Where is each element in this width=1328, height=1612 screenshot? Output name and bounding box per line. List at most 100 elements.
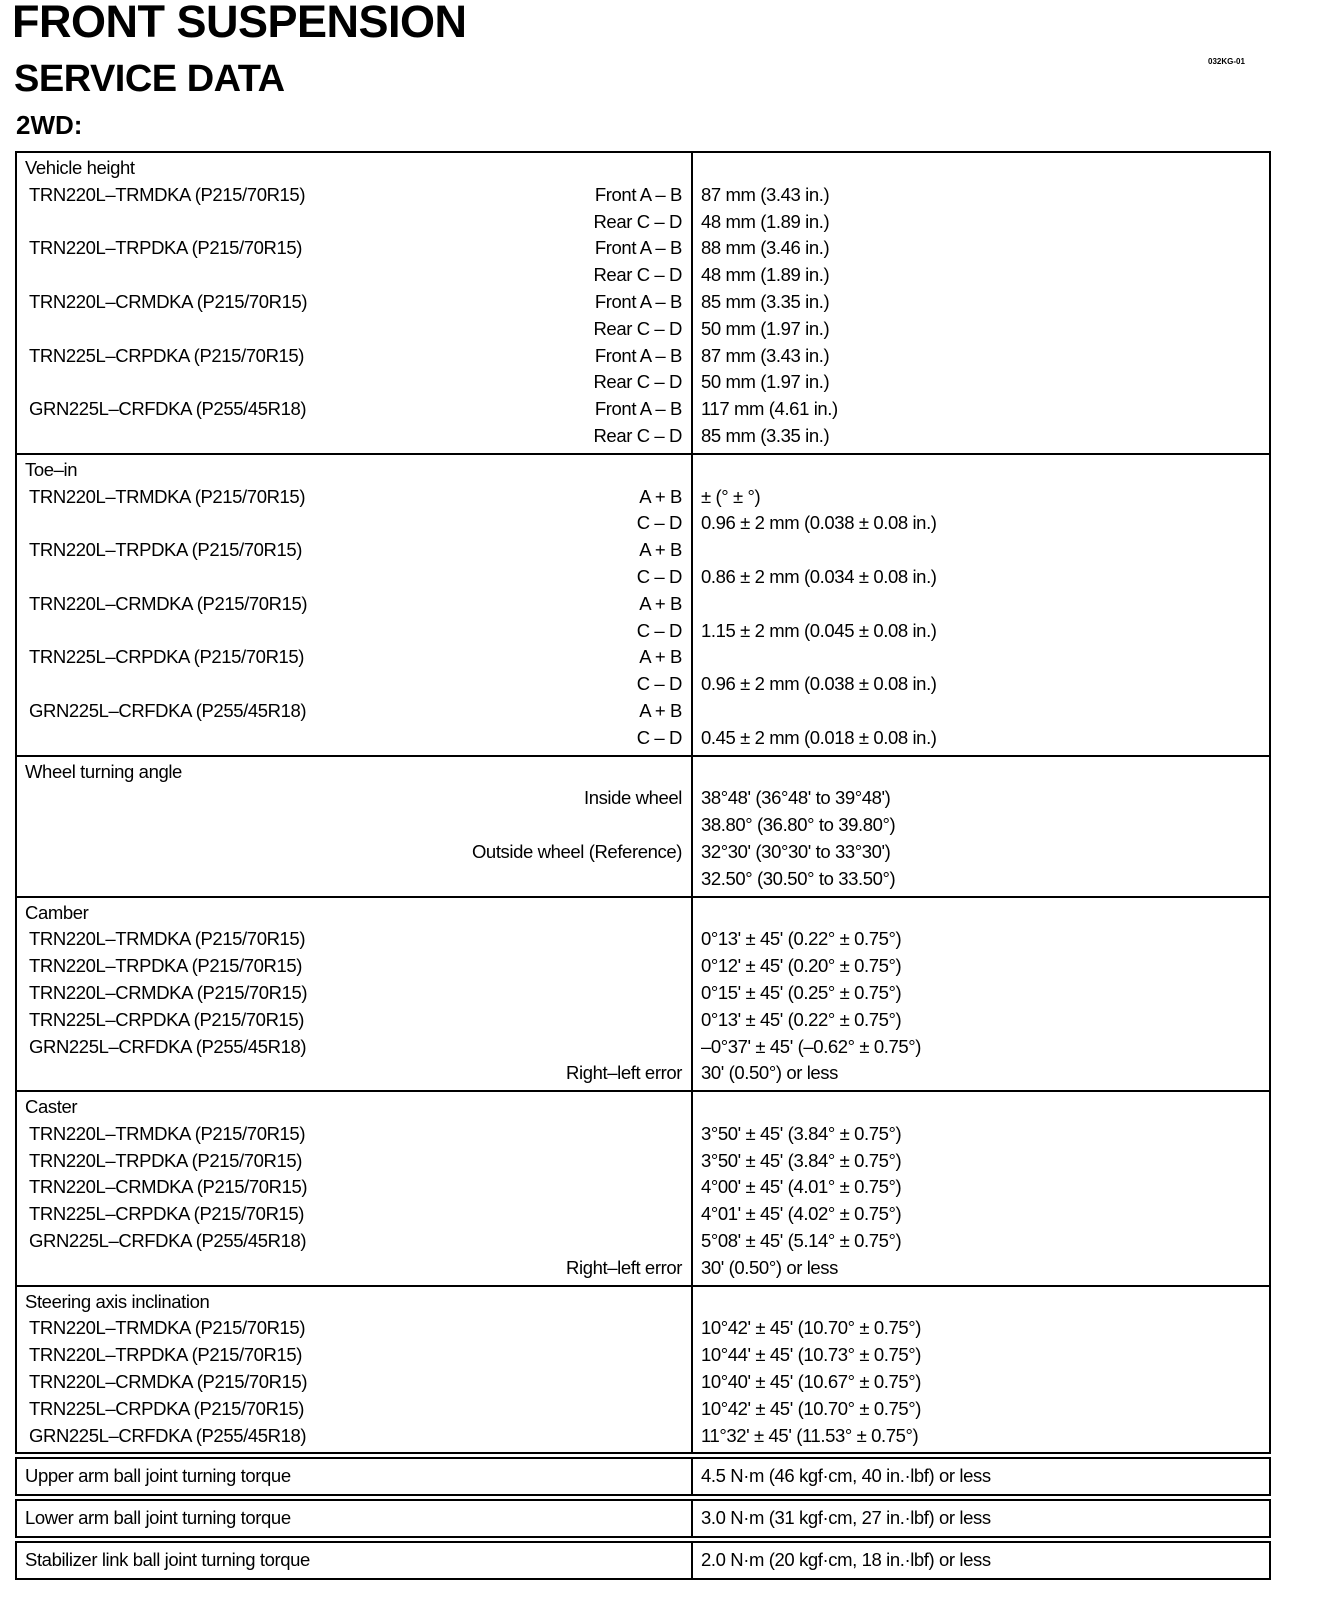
table-row: GRN225L–CRFDKA (P255/45R18) A + B xyxy=(17,698,1269,725)
spec-cell: Inside wheel xyxy=(17,785,682,812)
measurement-label: Right–left error xyxy=(566,1256,682,1278)
model-name xyxy=(25,262,593,289)
model-name: GRN225L–CRFDKA (P255/45R18) xyxy=(29,699,307,721)
spec-value: 0.86 ± 2 mm (0.034 ± 0.08 in.) xyxy=(701,565,937,587)
model-name xyxy=(25,618,637,645)
spec-cell: Upper arm ball joint turning torque xyxy=(17,1463,682,1490)
measurement-label: A + B xyxy=(639,646,682,668)
section-heading: Upper arm ball joint turning torque xyxy=(25,1465,291,1487)
spec-cell: Rear C – D xyxy=(17,209,682,236)
measurement-label: Right–left error xyxy=(566,1062,682,1084)
model-name xyxy=(25,369,593,396)
measurement-label: Front A – B xyxy=(594,237,683,259)
spec-value xyxy=(693,591,701,618)
spec-cell: TRN220L–CRMDKA (P215/70R15) Front A – B xyxy=(17,289,682,316)
table-row: TRN220L–TRPDKA (P215/70R15) 10°44' ± 45' … xyxy=(17,1342,1269,1369)
section-heading: Lower arm ball joint turning torque xyxy=(25,1507,291,1529)
table-row: GRN225L–CRFDKA (P255/45R18) 11°32' ± 45' … xyxy=(17,1423,1269,1450)
table-row: C – D 0.96 ± 2 mm (0.038 ± 0.08 in.) xyxy=(17,510,1269,537)
table-row: Stabilizer link ball joint turning torqu… xyxy=(17,1547,1269,1574)
spec-value: 32°30' (30°30' to 33°30') xyxy=(701,840,891,862)
spec-cell: Rear C – D xyxy=(17,262,682,289)
model-name: GRN225L–CRFDKA (P255/45R18) xyxy=(29,1230,307,1252)
table-row: Rear C – D 50 mm (1.97 in.) xyxy=(17,369,1269,396)
section-heading: Steering axis inclination xyxy=(25,1290,210,1312)
model-name xyxy=(25,1255,566,1282)
spec-value: 10°40' ± 45' (10.67° ± 0.75°) xyxy=(701,1371,922,1393)
spec-cell: Wheel turning angle xyxy=(17,759,682,786)
measurement-label: Rear C – D xyxy=(593,210,682,232)
table-row: TRN220L–TRMDKA (P215/70R15) 10°42' ± 45' … xyxy=(17,1315,1269,1342)
table-row: Steering axis inclination xyxy=(17,1289,1269,1316)
model-name: TRN220L–CRMDKA (P215/70R15) xyxy=(29,290,308,312)
table-row: TRN220L–CRMDKA (P215/70R15) 0°15' ± 45' (… xyxy=(17,980,1269,1007)
spec-cell: Steering axis inclination xyxy=(17,1289,682,1316)
spec-cell: TRN220L–TRMDKA (P215/70R15) A + B xyxy=(17,484,682,511)
spec-value: 0.96 ± 2 mm (0.038 ± 0.08 in.) xyxy=(701,512,937,534)
spec-value: 4°00' ± 45' (4.01° ± 0.75°) xyxy=(701,1176,902,1198)
spec-value: 85 mm (3.35 in.) xyxy=(701,424,830,446)
spec-cell: GRN225L–CRFDKA (P255/45R18) xyxy=(17,1034,682,1061)
model-name xyxy=(25,510,637,537)
variant-heading: 2WD: xyxy=(16,110,83,140)
table-row: TRN220L–TRMDKA (P215/70R15) 3°50' ± 45' (… xyxy=(17,1121,1269,1148)
spec-cell: GRN225L–CRFDKA (P255/45R18) A + B xyxy=(17,698,682,725)
model-name: TRN225L–CRPDKA (P215/70R15) xyxy=(29,1008,305,1030)
spec-cell xyxy=(17,812,682,839)
measurement-label: A + B xyxy=(639,699,682,721)
table-row: TRN220L–CRMDKA (P215/70R15) 4°00' ± 45' (… xyxy=(17,1174,1269,1201)
table-row: GRN225L–CRFDKA (P255/45R18) –0°37' ± 45' … xyxy=(17,1034,1269,1061)
spec-value: 3°50' ± 45' (3.84° ± 0.75°) xyxy=(701,1122,902,1144)
spec-section: Toe–in TRN220L–TRMDKA (P215/70R15) A + B ± … xyxy=(15,454,1271,757)
model-name: GRN225L–CRFDKA (P255/45R18) xyxy=(29,1035,307,1057)
spec-value: 0°13' ± 45' (0.22° ± 0.75°) xyxy=(701,928,902,950)
spec-value: 3.0 N·m (31 kgf·cm, 27 in.·lbf) or less xyxy=(701,1507,991,1529)
model-name: TRN225L–CRPDKA (P215/70R15) xyxy=(29,344,305,366)
measurement-label: Front A – B xyxy=(594,290,683,312)
model-name: TRN220L–TRPDKA (P215/70R15) xyxy=(29,1344,303,1366)
spec-value: 11°32' ± 45' (11.53° ± 0.75°) xyxy=(701,1424,919,1446)
spec-value: 48 mm (1.89 in.) xyxy=(701,264,830,286)
measurement-label: Rear C – D xyxy=(593,424,682,446)
spec-cell: TRN220L–CRMDKA (P215/70R15) xyxy=(17,1174,682,1201)
table-row: Inside wheel 38°48' (36°48' to 39°48') xyxy=(17,785,1269,812)
measurement-label: C – D xyxy=(636,619,683,641)
model-name: TRN220L–TRPDKA (P215/70R15) xyxy=(29,1149,303,1171)
table-row: TRN220L–TRPDKA (P215/70R15) 0°12' ± 45' (… xyxy=(17,953,1269,980)
spec-cell: TRN220L–TRPDKA (P215/70R15) A + B xyxy=(17,537,682,564)
table-row: Rear C – D 85 mm (3.35 in.) xyxy=(17,423,1269,450)
section-heading: Stabilizer link ball joint turning torqu… xyxy=(25,1549,310,1571)
table-row: GRN225L–CRFDKA (P255/45R18) Front A – B 11… xyxy=(17,396,1269,423)
spec-value: 10°44' ± 45' (10.73° ± 0.75°) xyxy=(701,1344,922,1366)
spec-cell: TRN220L–TRMDKA (P215/70R15) xyxy=(17,1121,682,1148)
spec-value: 5°08' ± 45' (5.14° ± 0.75°) xyxy=(701,1230,902,1252)
spec-cell: TRN220L–CRMDKA (P215/70R15) xyxy=(17,1369,682,1396)
spec-cell: TRN220L–TRMDKA (P215/70R15) xyxy=(17,1315,682,1342)
section-heading: Toe–in xyxy=(25,458,78,480)
spec-value: 0°13' ± 45' (0.22° ± 0.75°) xyxy=(701,1008,902,1030)
spec-cell: TRN220L–TRMDKA (P215/70R15) xyxy=(17,926,682,953)
measurement-label: Rear C – D xyxy=(593,264,682,286)
spec-cell: C – D xyxy=(17,618,683,645)
model-name xyxy=(25,671,637,698)
measurement-label: C – D xyxy=(636,565,683,587)
spec-cell: C – D xyxy=(17,564,683,591)
spec-value: 4°01' ± 45' (4.02° ± 0.75°) xyxy=(701,1203,902,1225)
model-name xyxy=(25,316,593,343)
measurement-label: Rear C – D xyxy=(593,371,682,393)
section-heading: Caster xyxy=(25,1096,78,1118)
model-name: TRN220L–TRMDKA (P215/70R15) xyxy=(29,1317,306,1339)
spec-value: 3°50' ± 45' (3.84° ± 0.75°) xyxy=(701,1149,902,1171)
spec-cell: Rear C – D xyxy=(17,423,682,450)
measurement-label: Rear C – D xyxy=(593,317,682,339)
spec-value: 48 mm (1.89 in.) xyxy=(701,210,830,232)
table-row: Right–left error 30' (0.50°) or less xyxy=(17,1255,1269,1282)
table-row: TRN225L–CRPDKA (P215/70R15) 4°01' ± 45' (… xyxy=(17,1201,1269,1228)
table-row: Rear C – D 48 mm (1.89 in.) xyxy=(17,262,1269,289)
spec-cell: TRN220L–CRMDKA (P215/70R15) A + B xyxy=(17,591,682,618)
table-row: TRN225L–CRPDKA (P215/70R15) 10°42' ± 45' … xyxy=(17,1396,1269,1423)
spec-value: 38.80° (36.80° to 39.80°) xyxy=(701,814,896,836)
section-heading: Camber xyxy=(25,901,89,923)
measurement-label: Front A – B xyxy=(594,398,683,420)
table-row: TRN220L–TRMDKA (P215/70R15) 0°13' ± 45' (… xyxy=(17,926,1269,953)
